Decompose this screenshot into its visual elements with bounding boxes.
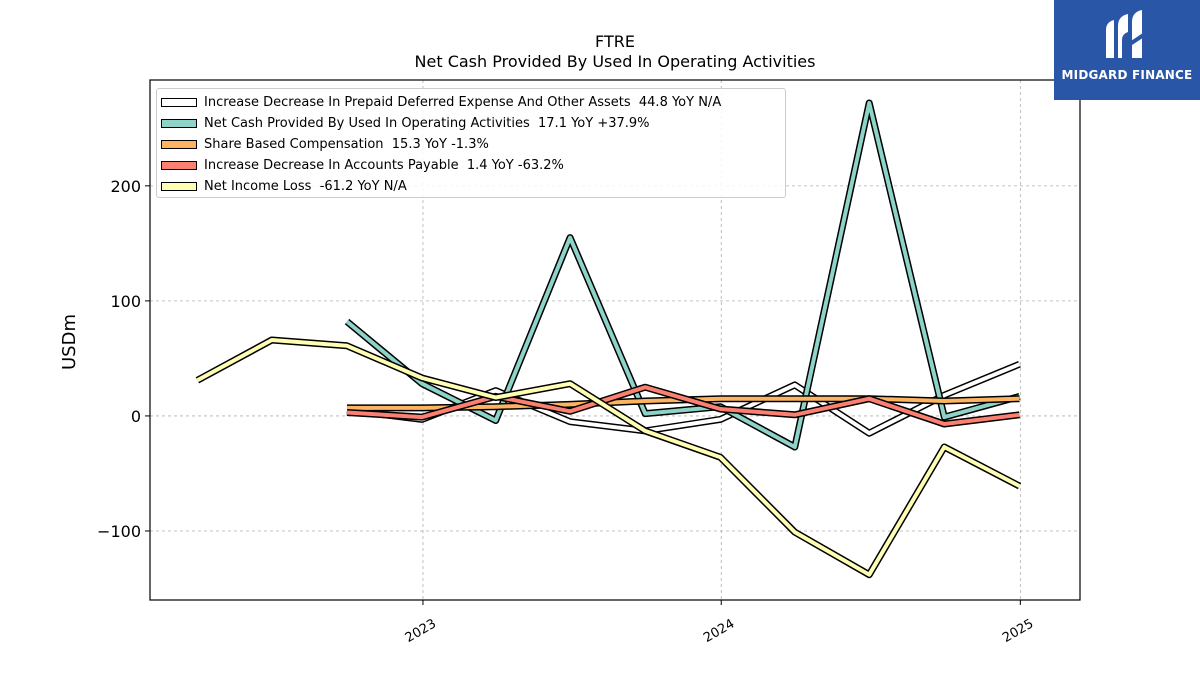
legend-entry: Net Cash Provided By Used In Operating A… <box>161 113 785 134</box>
series-outline <box>195 336 1022 579</box>
x-tick-label: 2025 <box>1000 616 1036 646</box>
legend-label: Share Based Compensation 15.3 YoY -1.3% <box>204 137 489 152</box>
chart-legend: Increase Decrease In Prepaid Deferred Ex… <box>156 88 786 198</box>
plot-area-frame <box>149 79 1081 601</box>
legend-entry: Net Income Loss -61.2 YoY N/A <box>161 176 785 197</box>
series-2-group <box>344 99 1021 451</box>
legend-label: Net Income Loss -61.2 YoY N/A <box>204 179 407 194</box>
chart-subtitle: Net Cash Provided By Used In Operating A… <box>414 52 816 71</box>
logo-mark-icon <box>1106 10 1150 58</box>
legend-label: Increase Decrease In Prepaid Deferred Ex… <box>204 95 722 110</box>
legend-swatch-accounts-payable <box>161 161 197 170</box>
x-tick-label: 2023 <box>403 616 439 646</box>
y-tick-label: −100 <box>97 522 141 541</box>
legend-entry: Share Based Compensation 15.3 YoY -1.3% <box>161 134 785 155</box>
series-4-group <box>346 383 1020 428</box>
series-line <box>345 101 1021 449</box>
legend-entry: Increase Decrease In Prepaid Deferred Ex… <box>161 92 785 113</box>
series-line <box>346 385 1020 426</box>
logo-text: MIDGARD FINANCE <box>1061 68 1193 82</box>
y-tick-label: 100 <box>110 292 141 311</box>
chart-title: FTRE <box>595 32 635 51</box>
legend-swatch-net-cash <box>161 119 197 128</box>
legend-swatch-prepaid <box>161 98 197 107</box>
y-tick-label: 0 <box>131 407 141 426</box>
legend-swatch-net-income <box>161 182 197 191</box>
x-tick-label: 2024 <box>701 616 737 646</box>
y-axis-label: USDm <box>59 314 80 370</box>
legend-entry: Increase Decrease In Accounts Payable 1.… <box>161 155 785 176</box>
brand-logo: MIDGARD FINANCE <box>1054 0 1200 100</box>
series-lines <box>195 99 1022 579</box>
series-line <box>196 338 1021 577</box>
y-tick-label: 200 <box>110 177 141 196</box>
legend-swatch-share-comp <box>161 140 197 149</box>
series-5-group <box>195 336 1022 579</box>
legend-label: Net Cash Provided By Used In Operating A… <box>204 116 650 131</box>
legend-label: Increase Decrease In Accounts Payable 1.… <box>204 158 564 173</box>
